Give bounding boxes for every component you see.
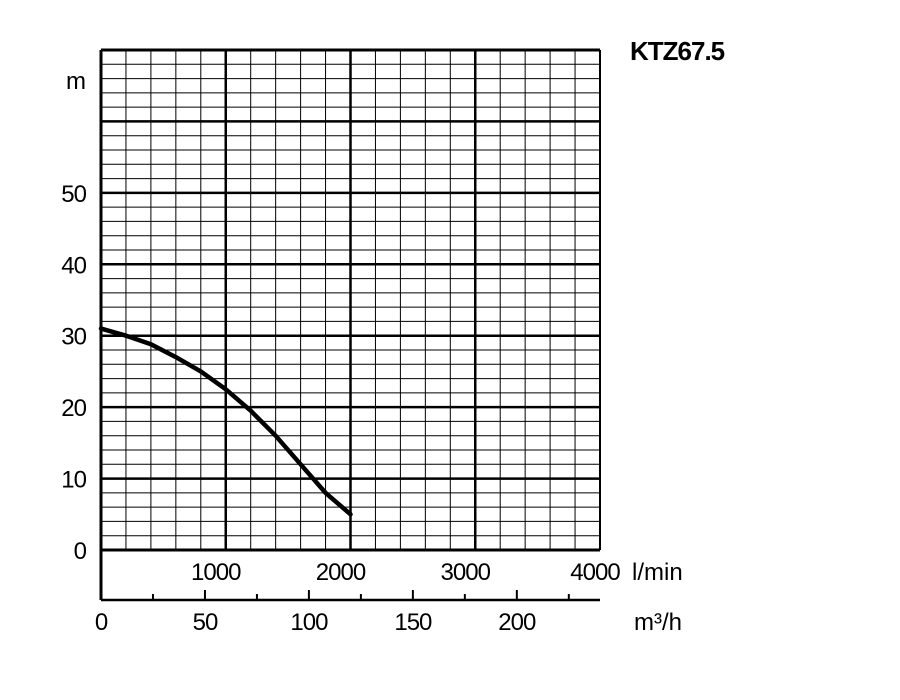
data-point	[175, 356, 177, 358]
tick-labels: 0 10 20 30 40 50 1000 2000 3000 4000 0 50 100 150 200	[61, 181, 621, 636]
data-point	[100, 327, 102, 330]
chart-title: KTZ67.5	[630, 36, 725, 66]
data-point	[274, 434, 277, 437]
x2-tick-label: 200	[498, 609, 536, 636]
data-point	[125, 334, 127, 337]
y-tick-label: 20	[61, 395, 86, 422]
x-tick-label: 3000	[441, 559, 491, 586]
y-tick-label: 10	[61, 467, 86, 494]
x2-tick-label: 100	[290, 609, 328, 636]
data-point	[224, 388, 227, 391]
x-tick-label: 2000	[316, 559, 366, 586]
x2-tick-label: 50	[193, 609, 218, 636]
x2-tick-label: 0	[95, 609, 108, 636]
x-axis-label: l/min	[632, 559, 683, 586]
data-point	[200, 370, 202, 373]
y-tick-label: 40	[61, 252, 86, 279]
x-tick-label: 4000	[570, 559, 620, 586]
y-tick-label: 0	[74, 538, 87, 565]
y-tick-label: 30	[61, 324, 86, 351]
data-point	[299, 463, 302, 466]
x-tick-label: 1000	[191, 559, 241, 586]
data-point	[150, 343, 152, 346]
data-point	[324, 492, 327, 494]
x2-tick-label: 150	[394, 609, 432, 636]
axes	[99, 48, 601, 602]
data-point	[349, 513, 352, 516]
x2-axis-label: m³/h	[634, 609, 682, 636]
y-tick-label: 50	[61, 181, 86, 208]
grid	[101, 50, 600, 550]
series-group	[98, 326, 353, 517]
data-point	[249, 409, 252, 412]
y-axis-label: m	[66, 68, 86, 95]
